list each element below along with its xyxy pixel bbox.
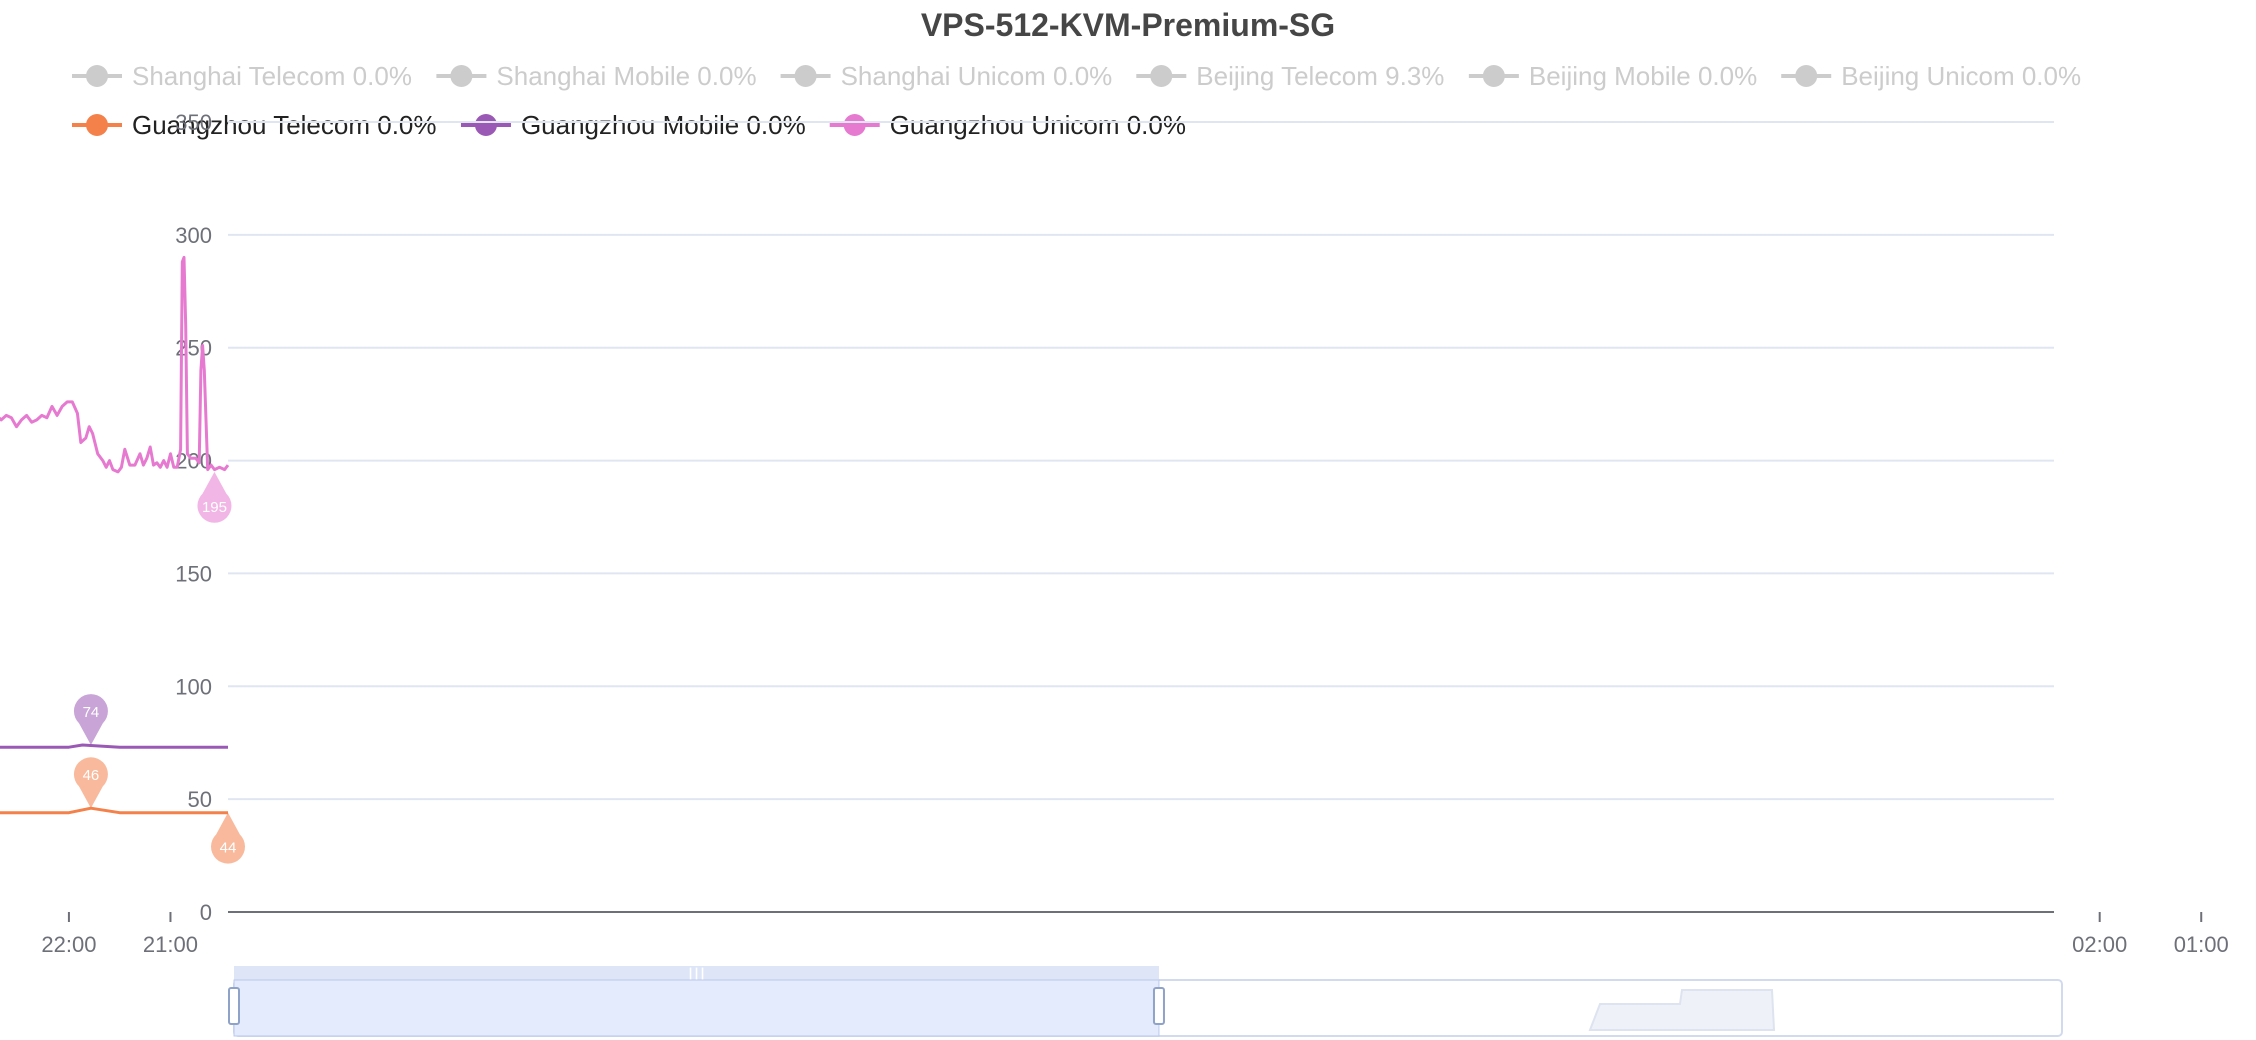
zoom-end-handle[interactable]: [1152, 987, 1165, 1025]
y-tick-label: 150: [175, 561, 212, 586]
legend-label: Beijing Telecom 9.3%: [1196, 61, 1444, 91]
legend-dot-icon: [86, 65, 108, 87]
legend-label: Guangzhou Telecom 0.0%: [132, 110, 437, 140]
max-marker-guangzhou-telecom-shape: [73, 757, 108, 809]
legend-item-shanghai-unicom[interactable]: Shanghai Unicom 0.0%: [780, 61, 1113, 91]
max-marker-guangzhou-telecom: 46: [73, 757, 108, 809]
x-tick-label: 01:00: [2174, 932, 2229, 957]
series-layer: [0, 255, 230, 815]
legend-dot-icon: [450, 65, 473, 87]
legend-item-beijing-mobile[interactable]: Beijing Mobile 0.0%: [1468, 61, 1757, 91]
series-line-guangzhou-unicom: [0, 255, 230, 474]
zoom-start-handle[interactable]: [228, 987, 240, 1025]
legend-item-guangzhou-telecom[interactable]: Guangzhou Telecom 0.0%: [72, 110, 437, 140]
legend-label: Guangzhou Unicom 0.0%: [890, 110, 1186, 140]
max-marker-guangzhou-telecom-label: 46: [83, 767, 100, 784]
legend-item-beijing-telecom[interactable]: Beijing Telecom 9.3%: [1136, 61, 1444, 91]
min-marker-guangzhou-telecom: 44: [211, 812, 245, 864]
legend-label: Beijing Unicom 0.0%: [1841, 61, 2081, 91]
chart-title: VPS-512-KVM-Premium-SG: [921, 7, 1335, 43]
grid: [228, 121, 2054, 913]
max-marker-guangzhou-mobile-label: 74: [83, 704, 100, 721]
min-marker-guangzhou-unicom: 195: [197, 471, 232, 523]
y-tick-label: 50: [188, 787, 212, 812]
y-tick-label: 350: [175, 110, 212, 135]
zoom-selection[interactable]: [233, 979, 1160, 1037]
legend-dot-icon: [1482, 65, 1505, 87]
legend-label: Shanghai Mobile 0.0%: [496, 61, 756, 91]
y-tick-label: 0: [200, 900, 212, 925]
legend-label: Shanghai Telecom 0.0%: [132, 61, 412, 91]
min-marker-guangzhou-telecom-shape: [211, 812, 245, 864]
x-tick-label: 02:00: [2072, 932, 2127, 957]
y-tick-label: 100: [175, 674, 212, 699]
legend-item-guangzhou-unicom[interactable]: Guangzhou Unicom 0.0%: [829, 110, 1186, 140]
legend-dot-icon: [794, 65, 817, 87]
min-marker-guangzhou-telecom-label: 44: [220, 840, 237, 857]
legend-item-beijing-unicom[interactable]: Beijing Unicom 0.0%: [1781, 61, 2081, 91]
x-tick-label: 21:00: [143, 932, 198, 957]
legend: Shanghai Telecom 0.0% Shanghai Mobile 0.0…: [72, 61, 2081, 140]
y-tick-label: 300: [175, 223, 212, 248]
legend-item-guangzhou-mobile[interactable]: Guangzhou Mobile 0.0%: [460, 110, 806, 140]
zoom-move-handle[interactable]: [234, 966, 1159, 980]
legend-label: Shanghai Unicom 0.0%: [841, 61, 1113, 91]
legend-label: Beijing Mobile 0.0%: [1529, 61, 1757, 91]
series-line-guangzhou-mobile: [0, 743, 228, 749]
legend-dot-icon: [474, 114, 497, 136]
legend-label: Guangzhou Mobile 0.0%: [521, 110, 806, 140]
marker-layer: 30919574724644: [73, 471, 245, 864]
legend-item-shanghai-telecom[interactable]: Shanghai Telecom 0.0%: [72, 61, 412, 91]
zoom-move-handle-label: ┃┃┃: [687, 967, 705, 980]
zoom-overview-shape: [1588, 989, 1776, 1031]
max-marker-guangzhou-mobile-shape: [73, 694, 108, 745]
legend-dot-icon: [843, 114, 866, 136]
data-zoom-slider[interactable]: ┃┃┃: [228, 966, 2063, 1037]
series-line-guangzhou-telecom: [0, 806, 228, 815]
min-marker-guangzhou-unicom-label: 195: [202, 499, 227, 516]
legend-item-shanghai-mobile[interactable]: Shanghai Mobile 0.0%: [436, 61, 757, 91]
max-marker-guangzhou-mobile: 74: [73, 694, 108, 745]
legend-dot-icon: [86, 114, 108, 136]
min-marker-guangzhou-unicom-shape: [197, 471, 232, 523]
legend-dot-icon: [1795, 65, 1818, 87]
x-tick-label: 22:00: [41, 932, 96, 957]
legend-dot-icon: [1150, 65, 1173, 87]
